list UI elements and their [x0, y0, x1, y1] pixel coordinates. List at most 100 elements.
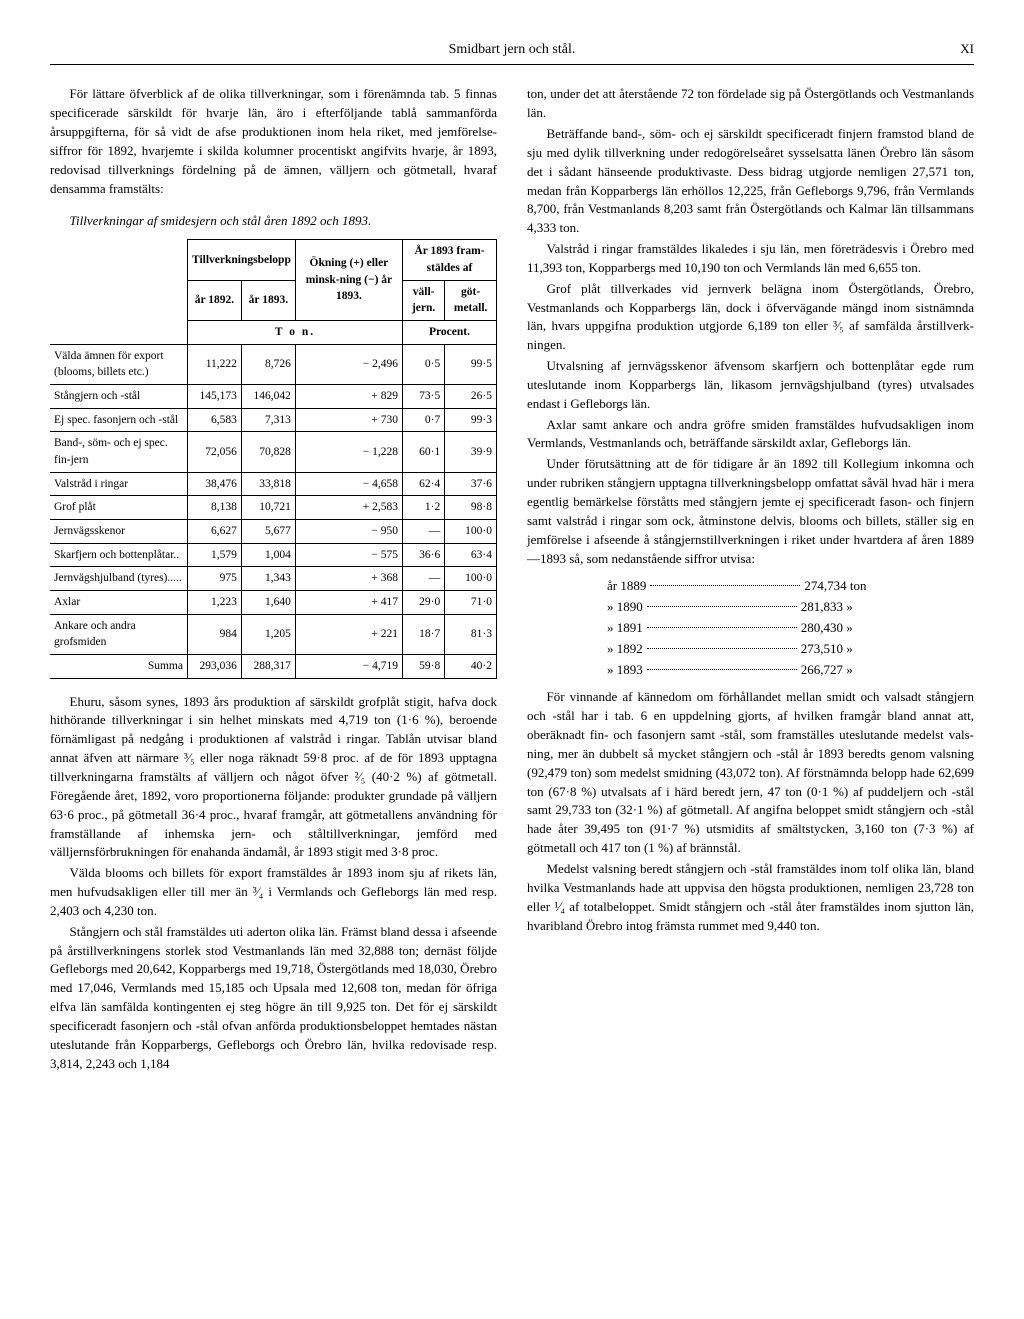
cell: + 730 [295, 408, 402, 432]
cell: — [403, 567, 445, 591]
cell: 99·5 [445, 344, 497, 384]
right-column: ton, under det att återstående 72 ton fö… [527, 85, 974, 1075]
cell: 8,138 [187, 496, 241, 520]
th-unit: T o n. [187, 320, 402, 344]
cell: 6,627 [187, 519, 241, 543]
production-table: Tillverkningsbelopp Ökning (+) eller min… [50, 239, 497, 678]
cell: 39·9 [445, 432, 497, 472]
sum-cell: 40·2 [445, 654, 497, 678]
cell: 100·0 [445, 567, 497, 591]
th: År 1893 fram-stäldes af [403, 240, 497, 280]
th: väll-jern. [403, 280, 445, 320]
cell: 11,222 [187, 344, 241, 384]
cell: 1,205 [241, 614, 295, 654]
year-row: » 1891280,430 » [607, 618, 974, 639]
sum-cell: 59·8 [403, 654, 445, 678]
th: göt-metall. [445, 280, 497, 320]
cell: + 221 [295, 614, 402, 654]
year-value: 266,727 » [801, 662, 853, 677]
year-row: » 1892273,510 » [607, 639, 974, 660]
para: För vinnande af kännedom om förhållandet… [527, 688, 974, 858]
th-unit: Procent. [403, 320, 497, 344]
para: Stångjern och stål framstäldes uti adert… [50, 923, 497, 1074]
cell: − 2,496 [295, 344, 402, 384]
cell: 38,476 [187, 472, 241, 496]
year-row: » 1890 281,833 » [607, 597, 974, 618]
cell: 70,828 [241, 432, 295, 472]
cell: 7,313 [241, 408, 295, 432]
row-label: Välda ämnen för export (blooms, billets … [50, 344, 187, 384]
cell: 1,579 [187, 543, 241, 567]
cell: + 368 [295, 567, 402, 591]
year-value: 281,833 » [801, 599, 853, 614]
year-label: år 1889 [607, 578, 646, 593]
cell: 146,042 [241, 384, 295, 408]
cell: 99·3 [445, 408, 497, 432]
year-row: år 1889 274,734 ton [607, 576, 974, 597]
year-value: 274,734 ton [804, 578, 866, 593]
cell: 33,818 [241, 472, 295, 496]
cell: 29·0 [403, 590, 445, 614]
cell: 63·4 [445, 543, 497, 567]
row-label: Valstråd i ringar [50, 472, 187, 496]
cell: 1·2 [403, 496, 445, 520]
cell: 145,173 [187, 384, 241, 408]
cell: − 575 [295, 543, 402, 567]
cell: 60·1 [403, 432, 445, 472]
row-label: Axlar [50, 590, 187, 614]
cell: − 1,228 [295, 432, 402, 472]
cell: 1,223 [187, 590, 241, 614]
row-label: Band-, söm- och ej spec. fin-jern [50, 432, 187, 472]
row-label: Grof plåt [50, 496, 187, 520]
cell: 36·6 [403, 543, 445, 567]
para: Ehuru, såsom synes, 1893 års produktion … [50, 693, 497, 863]
para: ton, under det att återstående 72 ton fö… [527, 85, 974, 123]
year-label: » 1890 [607, 599, 643, 614]
cell: 8,726 [241, 344, 295, 384]
cell: 984 [187, 614, 241, 654]
cell: 1,343 [241, 567, 295, 591]
header-title: Smidbart jern och stål. [449, 42, 576, 57]
left-column: För lättare öfverblick af de olika tillv… [50, 85, 497, 1075]
year-value: 273,510 » [801, 641, 853, 656]
table-caption: Tillverkningar af smidesjern och stål år… [50, 212, 497, 231]
page-number: XI [960, 40, 974, 59]
cell: + 2,583 [295, 496, 402, 520]
sum-cell: 293,036 [187, 654, 241, 678]
th: år 1893. [241, 280, 295, 320]
cell: 81·3 [445, 614, 497, 654]
sum-cell: − 4,719 [295, 654, 402, 678]
para: Välda blooms och billets för export fram… [50, 864, 497, 921]
th: Tillverkningsbelopp [187, 240, 295, 280]
row-label: Jernvägsskenor [50, 519, 187, 543]
cell: 10,721 [241, 496, 295, 520]
para: Axlar samt ankare och andra gröfre smide… [527, 416, 974, 454]
cell: 26·5 [445, 384, 497, 408]
year-label: » 1893 [607, 662, 643, 677]
cell: 37·6 [445, 472, 497, 496]
cell: − 950 [295, 519, 402, 543]
row-label: Stångjern och -stål [50, 384, 187, 408]
year-list: år 1889 274,734 ton » 1890 281,833 » » 18912… [607, 576, 974, 680]
cell: 73·5 [403, 384, 445, 408]
th: år 1892. [187, 280, 241, 320]
cell: 1,640 [241, 590, 295, 614]
cell: 98·8 [445, 496, 497, 520]
cell: + 829 [295, 384, 402, 408]
para: Medelst valsning beredt stångjern och -s… [527, 860, 974, 935]
year-value: 280,430 » [801, 620, 853, 635]
row-label: Ej spec. fasonjern och -stål [50, 408, 187, 432]
para: Utvalsning af jernvägsskenor äfvensom sk… [527, 357, 974, 414]
para: Beträffande band-, söm- och ej särskildt… [527, 125, 974, 238]
cell: 6,583 [187, 408, 241, 432]
para: För lättare öfverblick af de olika tillv… [50, 85, 497, 198]
row-label: Jernvägshjulband (tyres)..... [50, 567, 187, 591]
cell: 100·0 [445, 519, 497, 543]
cell: 975 [187, 567, 241, 591]
row-label: Skarfjern och bottenplåtar.. [50, 543, 187, 567]
sum-cell: 288,317 [241, 654, 295, 678]
cell: — [403, 519, 445, 543]
cell: + 417 [295, 590, 402, 614]
th: Ökning (+) eller minsk-ning (−) år 1893. [295, 240, 402, 321]
page-header: Smidbart jern och stål. XI [50, 40, 974, 65]
